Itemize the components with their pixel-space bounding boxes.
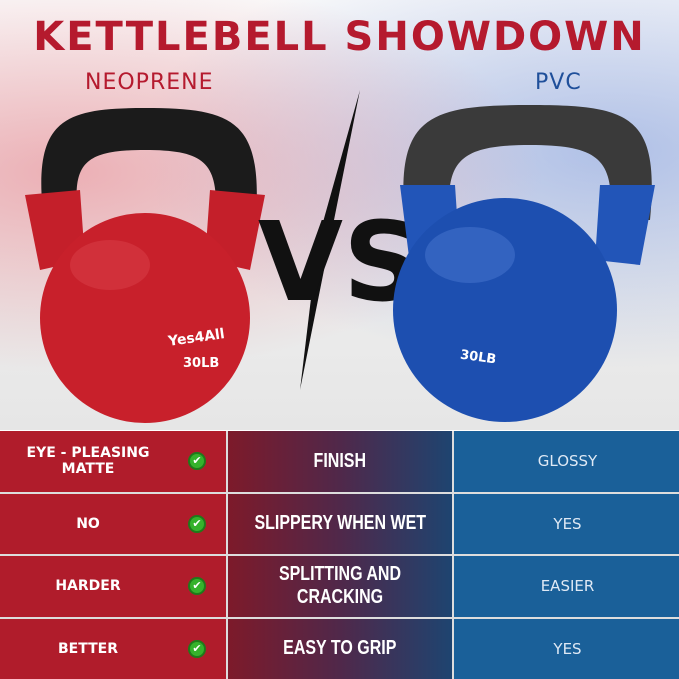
comparison-table: EYE - PLEASING MATTE ✔ FINISH GLOSSY NO ✔ …: [0, 431, 679, 679]
neoprene-cell: NO ✔: [0, 493, 226, 554]
pvc-label: PVC: [535, 70, 582, 95]
check-icon: ✔: [188, 452, 206, 471]
neoprene-cell: HARDER ✔: [0, 556, 226, 617]
pvc-cell: GLOSSY: [454, 431, 679, 492]
pvc-cell: YES: [454, 618, 679, 679]
neoprene-label: NEOPRENE: [85, 70, 214, 95]
feature-cell: FINISH: [228, 431, 452, 492]
pvc-kettlebell: [393, 105, 655, 422]
check-icon: ✔: [188, 514, 206, 533]
vs-graphic: VS: [258, 90, 422, 390]
feature-cell: EASY TO GRIP: [228, 618, 452, 679]
check-icon: ✔: [188, 639, 206, 658]
neoprene-weight: 30LB: [183, 356, 220, 371]
pvc-cell: YES: [454, 493, 679, 554]
check-icon: ✔: [188, 577, 206, 596]
kettlebell-illustration: VS: [25, 90, 655, 423]
feature-cell: SLIPPERY WHEN WET: [228, 493, 452, 554]
neoprene-kettlebell: [25, 108, 265, 423]
neoprene-cell: EYE - PLEASING MATTE ✔: [0, 431, 226, 492]
neoprene-cell: BETTER ✔: [0, 618, 226, 679]
pvc-cell: EASIER: [454, 556, 679, 617]
page-title: KETTLEBELL SHOWDOWN: [33, 14, 646, 60]
feature-cell: SPLITTING AND CRACKING: [228, 556, 452, 617]
